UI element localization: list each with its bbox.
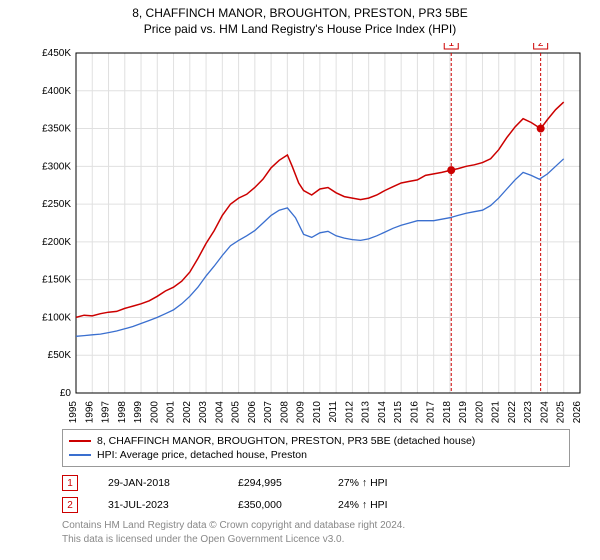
svg-text:2008: 2008 xyxy=(279,401,290,423)
svg-text:2023: 2023 xyxy=(523,401,534,423)
svg-text:1998: 1998 xyxy=(117,401,128,423)
svg-text:1: 1 xyxy=(448,43,454,49)
svg-text:£50K: £50K xyxy=(48,350,72,361)
svg-text:1997: 1997 xyxy=(101,401,112,423)
marker-row: 1 29-JAN-2018 £294,995 27% ↑ HPI xyxy=(62,475,590,491)
legend-label: HPI: Average price, detached house, Pres… xyxy=(97,449,307,461)
footer-attribution: Contains HM Land Registry data © Crown c… xyxy=(62,519,590,546)
legend-swatch xyxy=(69,454,91,456)
footer-line: This data is licensed under the Open Gov… xyxy=(62,533,590,547)
svg-text:1996: 1996 xyxy=(84,401,95,423)
svg-text:£400K: £400K xyxy=(42,86,71,97)
marker-pct: 24% ↑ HPI xyxy=(338,499,418,511)
marker-badge: 2 xyxy=(62,497,78,513)
svg-text:£200K: £200K xyxy=(42,237,71,248)
svg-text:2024: 2024 xyxy=(539,401,550,423)
price-chart: £0 £50K £100K £150K £200K £250K £300K £350K £400… xyxy=(30,43,590,423)
svg-text:2004: 2004 xyxy=(214,401,225,423)
footer-line: Contains HM Land Registry data © Crown c… xyxy=(62,519,590,533)
svg-text:1995: 1995 xyxy=(68,401,79,423)
chart-title-2: Price paid vs. HM Land Registry's House … xyxy=(10,22,590,38)
svg-text:2: 2 xyxy=(538,43,544,49)
svg-text:1999: 1999 xyxy=(133,401,144,423)
svg-text:2014: 2014 xyxy=(377,401,388,423)
marker-date: 31-JUL-2023 xyxy=(108,499,238,511)
chart-container: 8, CHAFFINCH MANOR, BROUGHTON, PRESTON, … xyxy=(0,0,600,560)
marker-pct: 27% ↑ HPI xyxy=(338,477,418,489)
svg-text:2010: 2010 xyxy=(312,401,323,423)
svg-text:2026: 2026 xyxy=(572,401,583,423)
svg-text:2000: 2000 xyxy=(149,401,160,423)
svg-text:£0: £0 xyxy=(60,388,72,399)
svg-text:2025: 2025 xyxy=(556,401,567,423)
svg-text:2021: 2021 xyxy=(491,401,502,423)
svg-text:2020: 2020 xyxy=(474,401,485,423)
svg-text:2018: 2018 xyxy=(442,401,453,423)
svg-text:2007: 2007 xyxy=(263,401,274,423)
legend-swatch xyxy=(69,440,91,442)
svg-text:2009: 2009 xyxy=(296,401,307,423)
chart-title-1: 8, CHAFFINCH MANOR, BROUGHTON, PRESTON, … xyxy=(10,6,590,22)
svg-text:£350K: £350K xyxy=(42,124,71,135)
legend-item: 8, CHAFFINCH MANOR, BROUGHTON, PRESTON, … xyxy=(69,434,563,448)
legend-label: 8, CHAFFINCH MANOR, BROUGHTON, PRESTON, … xyxy=(97,435,475,447)
svg-text:2002: 2002 xyxy=(182,401,193,423)
svg-text:2019: 2019 xyxy=(458,401,469,423)
marker-date: 29-JAN-2018 xyxy=(108,477,238,489)
svg-text:2016: 2016 xyxy=(409,401,420,423)
svg-text:2003: 2003 xyxy=(198,401,209,423)
svg-text:2013: 2013 xyxy=(361,401,372,423)
svg-text:£250K: £250K xyxy=(42,199,71,210)
marker-table: 1 29-JAN-2018 £294,995 27% ↑ HPI 2 31-JU… xyxy=(62,475,590,513)
svg-text:2011: 2011 xyxy=(328,401,339,423)
svg-text:£450K: £450K xyxy=(42,48,71,59)
svg-text:£100K: £100K xyxy=(42,313,71,324)
legend-item: HPI: Average price, detached house, Pres… xyxy=(69,448,563,462)
svg-text:£150K: £150K xyxy=(42,275,71,286)
svg-text:2006: 2006 xyxy=(247,401,258,423)
marker-price: £350,000 xyxy=(238,499,338,511)
svg-text:2005: 2005 xyxy=(231,401,242,423)
svg-text:£300K: £300K xyxy=(42,162,71,173)
marker-badge: 1 xyxy=(62,475,78,491)
svg-text:2012: 2012 xyxy=(344,401,355,423)
svg-text:2015: 2015 xyxy=(393,401,404,423)
marker-price: £294,995 xyxy=(238,477,338,489)
svg-text:2001: 2001 xyxy=(166,401,177,423)
legend: 8, CHAFFINCH MANOR, BROUGHTON, PRESTON, … xyxy=(62,429,570,467)
svg-text:2017: 2017 xyxy=(426,401,437,423)
marker-row: 2 31-JUL-2023 £350,000 24% ↑ HPI xyxy=(62,497,590,513)
svg-text:2022: 2022 xyxy=(507,401,518,423)
